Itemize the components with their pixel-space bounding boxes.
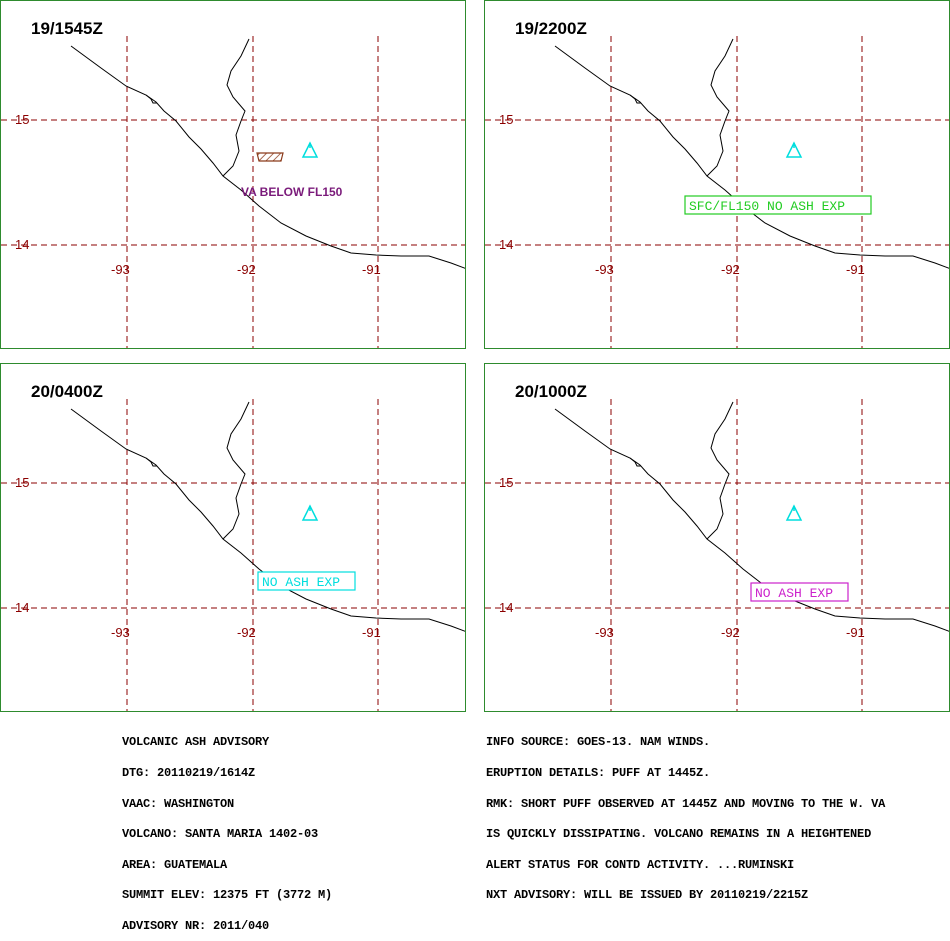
lat-label-15: 15 xyxy=(499,475,513,490)
advisory-line: ERUPTION DETAILS: PUFF AT 1445Z. xyxy=(486,766,711,780)
lon-label-93: -93 xyxy=(111,625,130,640)
panel-time: 19/2200Z xyxy=(515,19,587,38)
lon-label-91: -91 xyxy=(846,262,865,277)
advisory-line: AREA: GUATEMALA xyxy=(122,857,228,872)
label-box xyxy=(684,195,872,215)
advisory-line: VAAC: WASHINGTON xyxy=(122,796,235,811)
lon-label-91: -91 xyxy=(362,262,381,277)
label-box xyxy=(750,582,849,602)
ash-polygon xyxy=(256,152,284,162)
map-panel-1: 15 14 -93 -92 -91 VA BELOW FL150 19/1545… xyxy=(0,0,466,349)
lon-label-92: -92 xyxy=(721,262,740,277)
advisory-line: INFO SOURCE: GOES-13. NAM WINDS. xyxy=(486,735,711,750)
coastline xyxy=(70,401,465,632)
map-canvas-4: 15 14 -93 -92 -91 NO ASH EXP xyxy=(485,399,949,711)
lat-label-14: 14 xyxy=(499,600,513,615)
lat-label-14: 14 xyxy=(15,600,29,615)
map-panel-3: 15 14 -93 -92 -91 NO ASH EXP 20/0400Z xyxy=(0,363,466,712)
lon-label-93: -93 xyxy=(595,625,614,640)
panel-time: 19/1545Z xyxy=(31,19,103,38)
coastline xyxy=(554,38,949,269)
lat-label-14: 14 xyxy=(499,237,513,252)
lat-label-14: 14 xyxy=(15,237,29,252)
lon-label-92: -92 xyxy=(237,262,256,277)
lat-label-15: 15 xyxy=(499,112,513,127)
map-canvas-3: 15 14 -93 -92 -91 NO ASH EXP xyxy=(1,399,465,711)
lat-label-15: 15 xyxy=(15,112,29,127)
volcano-icon xyxy=(785,504,803,521)
lon-label-92: -92 xyxy=(721,625,740,640)
lon-label-91: -91 xyxy=(362,625,381,640)
panel-time: 20/0400Z xyxy=(31,382,103,401)
map-grid xyxy=(485,399,949,711)
map-grid xyxy=(1,399,465,711)
map-grid xyxy=(1,36,465,348)
panel-time: 20/1000Z xyxy=(515,382,587,401)
coastline xyxy=(70,38,465,269)
va-label: VA BELOW FL150 xyxy=(241,185,343,199)
volcano-icon xyxy=(301,141,319,158)
no-ash-label: NO ASH EXP xyxy=(755,586,833,601)
lon-label-93: -93 xyxy=(595,262,614,277)
advisory-line: NXT ADVISORY: WILL BE ISSUED BY 20110219… xyxy=(486,888,809,903)
label-box xyxy=(257,571,356,591)
advisory-line: VOLCANO: SANTA MARIA 1402-03 xyxy=(122,827,319,842)
lon-label-91: -91 xyxy=(846,625,865,640)
advisory-line: ALERT STATUS FOR CONTD ACTIVITY. ...RUMI… xyxy=(486,857,795,872)
advisory-remarks: INFO SOURCE: GOES-13. NAM WINDS. ERUPTIO… xyxy=(486,717,885,911)
advisory-line: DTG: 20110219/1614Z xyxy=(122,766,256,780)
advisory-line: RMK: SHORT PUFF OBSERVED AT 1445Z AND MO… xyxy=(486,796,886,811)
lon-label-92: -92 xyxy=(237,625,256,640)
map-panel-4: 15 14 -93 -92 -91 NO ASH EXP 20/1000Z xyxy=(484,363,950,712)
no-ash-label: NO ASH EXP xyxy=(262,575,340,590)
advisory-line: SUMMIT ELEV: 12375 FT (3772 M) xyxy=(122,888,333,903)
volcano-icon xyxy=(301,504,319,521)
advisory-header: VOLCANIC ASH ADVISORY DTG: 20110219/1614… xyxy=(122,717,332,941)
map-canvas-1: 15 14 -93 -92 -91 VA BELOW FL150 xyxy=(1,36,465,348)
map-panel-2: 15 14 -93 -92 -91 SFC/FL150 NO ASH EXP 1… xyxy=(484,0,950,349)
map-grid xyxy=(485,36,949,348)
lon-label-93: -93 xyxy=(111,262,130,277)
lat-label-15: 15 xyxy=(15,475,29,490)
advisory-line: IS QUICKLY DISSIPATING. VOLCANO REMAINS … xyxy=(486,827,872,842)
advisory-line: VOLCANIC ASH ADVISORY xyxy=(122,735,270,750)
map-canvas-2: 15 14 -93 -92 -91 SFC/FL150 NO ASH EXP xyxy=(485,36,949,348)
advisory-line: ADVISORY NR: 2011/040 xyxy=(122,918,270,933)
no-ash-label: SFC/FL150 NO ASH EXP xyxy=(689,199,845,214)
volcano-icon xyxy=(785,141,803,158)
coastline xyxy=(554,401,949,632)
